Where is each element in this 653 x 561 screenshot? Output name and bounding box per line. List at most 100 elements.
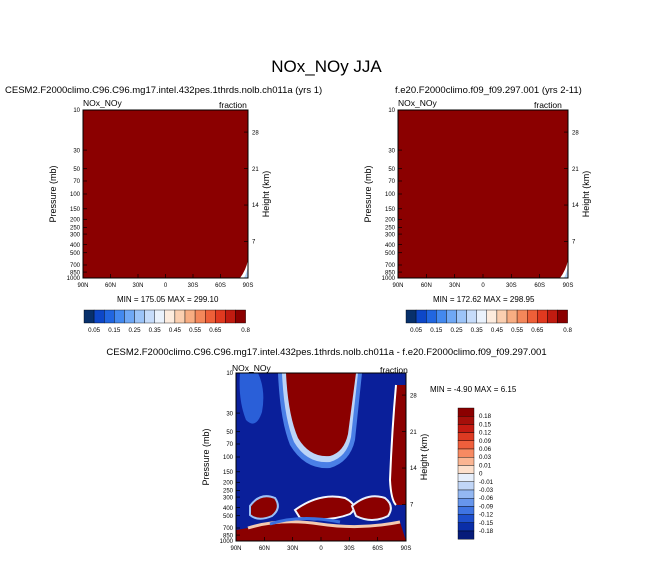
colorbar-swatch [215,309,226,324]
colorbar-top-left: 0.05 0.15 0.25 0.35 0.45 0.55 0.65 0.8 [83,309,250,334]
heatmap-field-left [83,110,248,278]
pressure-tick-label: 700 [385,263,396,269]
colorbar-swatch [506,309,518,324]
colorbar-swatch [496,309,508,324]
colorbar-swatch [457,506,475,515]
colorbar-swatch [457,440,475,450]
pressure-tick-label: 300 [223,495,234,501]
pressure-tick-label: 150 [70,207,81,213]
colorbar-swatch [457,465,475,474]
colorbar-swatch [204,309,216,324]
colorbar-swatch [457,432,475,442]
minmax-left: MIN = 175.05 MAX = 299.10 [117,295,219,304]
latitude-tick-label: 90N [230,546,241,552]
diff-contour-low-blue [269,516,341,526]
pressure-axis-title: Pressure (mb) [48,165,58,222]
panel-variable-diff: NOx_NOy [232,363,271,373]
pressure-tick-label: 250 [70,226,81,232]
height-tick-label: 7 [572,240,576,246]
colorbar-swatch [457,481,475,491]
colorbar-swatch [527,309,538,324]
colorbar-label: 0.15 [479,421,492,428]
latitude-tick-label: 60S [534,283,545,289]
colorbar-top-right: 0.05 0.15 0.25 0.35 0.45 0.55 0.65 0.8 [405,309,572,334]
colorbar-swatch [446,309,457,324]
panel-top-left: 1030507010015020025030040050070085010002… [48,108,271,289]
height-axis-title: Height (km) [581,171,591,218]
pressure-tick-label: 500 [70,251,81,257]
colorbar-swatch [164,309,176,324]
pressure-tick-label: 200 [70,217,81,223]
height-tick-label: 28 [252,130,259,136]
pressure-tick-label: 200 [223,480,234,486]
colorbar-label: -0.15 [479,520,494,527]
height-axis-title: Height (km) [261,171,271,218]
figure-title: NOx_NOy JJA [271,57,382,76]
colorbar-swatch [457,473,475,483]
surface-edge-right [564,266,568,278]
colorbar-swatch [456,309,467,324]
pressure-tick-label: 150 [223,470,234,476]
colorbar-label: 0.35 [149,327,162,334]
minmax-diff: MIN = -4.90 MAX = 6.15 [430,385,517,394]
latitude-tick-label: 30S [506,283,517,289]
pressure-tick-label: 50 [388,167,395,173]
colorbar-swatch [466,309,477,324]
colorbar-swatch [436,309,447,324]
latitude-tick-label: 0 [481,283,485,289]
colorbar-label: 0.01 [479,462,492,469]
latitude-tick-label: 30N [132,283,143,289]
pressure-tick-label: 10 [388,108,395,114]
run-title-right: f.e20.F2000climo.f09_f09.297.001 (yrs 2-… [395,85,582,96]
panel-units-right: fraction [534,100,562,110]
colorbar-label: 0.12 [479,430,492,437]
colorbar-swatch [457,522,475,532]
colorbar-swatch [457,424,475,433]
colorbar-swatch [457,514,475,523]
colorbar-swatch [457,448,475,458]
minmax-right: MIN = 172.62 MAX = 298.95 [433,295,535,304]
colorbar-swatch [174,309,186,324]
pressure-tick-label: 300 [385,232,396,238]
panel-bottom-diff: 1030507010015020025030040050070085010002… [201,371,429,552]
diff-blob-nh-mid [249,495,279,520]
panel-units-left: fraction [219,100,247,110]
colorbar-label: 0.55 [511,327,524,334]
colorbar-label: 0.65 [209,327,222,334]
pressure-tick-label: 30 [388,148,395,154]
panel-variable-left: NOx_NOy [83,98,122,108]
latitude-tick-label: 60S [215,283,226,289]
colorbar-swatch [114,309,125,324]
colorbar-label: 0.18 [479,413,492,420]
colorbar-swatch [235,309,246,324]
latitude-tick-label: 90S [401,546,412,552]
colorbar-label: 0.25 [128,327,141,334]
colorbar-label: 0.03 [479,454,492,461]
latitude-tick-label: 60N [259,546,270,552]
height-tick-label: 28 [410,393,417,399]
pressure-tick-label: 250 [385,226,396,232]
colorbar-swatch [103,309,115,324]
pressure-tick-label: 1000 [67,276,81,282]
latitude-tick-label: 0 [319,546,323,552]
colorbar-label: 0.15 [430,327,443,334]
pressure-tick-label: 70 [73,179,80,185]
height-axis-title: Height (km) [419,434,429,481]
colorbar-swatch [457,457,475,466]
height-tick-label: 21 [410,430,417,436]
colorbar-swatch [194,309,206,324]
pressure-tick-label: 250 [223,489,234,495]
panel-units-diff: fraction [380,365,408,375]
colorbar-swatch [457,489,475,499]
colorbar-swatch [144,309,155,324]
colorbar-diff: 0.180.150.120.090.060.030.010-0.01-0.03-… [457,407,494,540]
diff-contour-sh-edge [388,384,397,506]
pressure-tick-label: 70 [388,179,395,185]
pressure-tick-label: 500 [385,251,396,257]
latitude-tick-label: 0 [164,283,168,289]
colorbar-swatch [405,309,417,324]
pressure-tick-label: 400 [70,243,81,249]
diff-region-positive-strat [286,373,356,457]
pressure-tick-label: 50 [226,430,233,436]
